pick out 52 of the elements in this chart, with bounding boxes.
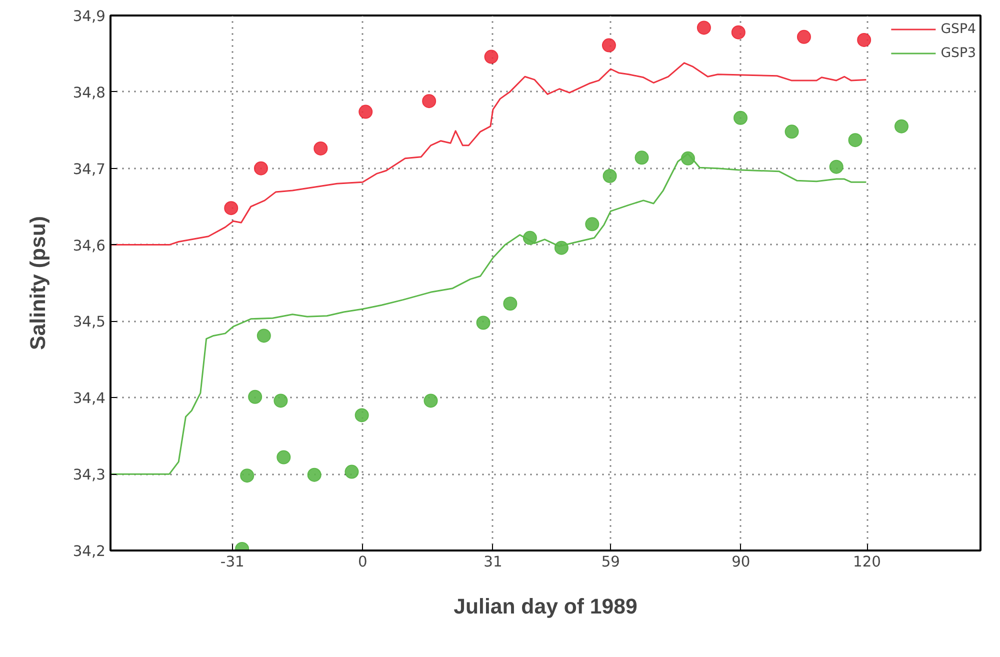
point bbox=[554, 240, 568, 255]
point bbox=[358, 104, 373, 119]
point bbox=[634, 150, 649, 165]
point bbox=[696, 20, 711, 35]
y-tick-label: 34,2 bbox=[72, 543, 106, 560]
point bbox=[314, 142, 328, 156]
x-axis-title: Julian day of 1989 bbox=[454, 594, 638, 618]
x-tick-label: 120 bbox=[853, 554, 882, 570]
point bbox=[248, 390, 262, 404]
legend-label: GSP4 bbox=[940, 22, 976, 36]
point bbox=[602, 169, 617, 183]
point bbox=[734, 110, 748, 125]
point bbox=[680, 151, 695, 166]
x-tick-label: 31 bbox=[484, 554, 502, 570]
point bbox=[857, 32, 872, 47]
point bbox=[848, 133, 862, 148]
point bbox=[276, 450, 291, 464]
point bbox=[894, 119, 908, 134]
y-axis-title: Salinity (psu) bbox=[26, 216, 50, 350]
y-tick-label: 34,8 bbox=[72, 84, 106, 102]
point bbox=[784, 124, 799, 139]
point bbox=[484, 50, 498, 64]
point bbox=[254, 161, 268, 176]
point bbox=[256, 328, 271, 343]
point bbox=[731, 25, 746, 40]
point bbox=[602, 38, 616, 52]
legend-label: GSP3 bbox=[940, 46, 976, 60]
line-series bbox=[110, 62, 867, 246]
point bbox=[503, 296, 518, 311]
y-tick-label: 34,3 bbox=[72, 466, 106, 484]
point bbox=[354, 408, 369, 422]
x-tick-label: 59 bbox=[601, 554, 620, 570]
point bbox=[274, 394, 288, 408]
point bbox=[829, 160, 844, 174]
y-tick-label: 34,6 bbox=[72, 237, 106, 254]
point bbox=[476, 316, 490, 330]
y-tick-label: 34,7 bbox=[72, 160, 106, 178]
point bbox=[585, 217, 600, 232]
x-tick-label: -31 bbox=[220, 554, 244, 570]
point bbox=[422, 94, 436, 108]
y-tick-label: 34,5 bbox=[72, 314, 106, 331]
point bbox=[796, 30, 811, 44]
point bbox=[344, 464, 359, 479]
point bbox=[240, 468, 254, 483]
point bbox=[307, 468, 322, 482]
x-tick-label: 0 bbox=[358, 554, 368, 570]
point bbox=[424, 394, 438, 408]
point bbox=[522, 230, 537, 245]
point bbox=[224, 201, 238, 216]
y-tick-label: 34,9 bbox=[72, 8, 106, 25]
y-tick-label: 34,4 bbox=[72, 390, 106, 408]
x-tick-label: 90 bbox=[732, 554, 750, 570]
